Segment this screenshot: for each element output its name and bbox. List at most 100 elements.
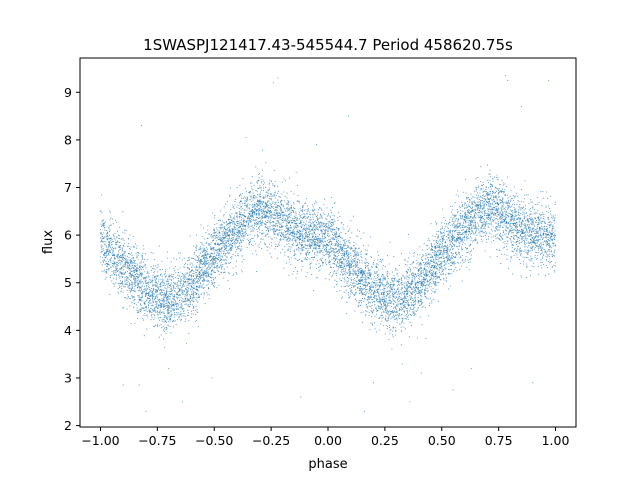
data-point bbox=[160, 294, 162, 296]
data-point bbox=[470, 215, 472, 217]
data-point bbox=[360, 312, 362, 314]
data-point bbox=[452, 248, 454, 250]
data-point bbox=[291, 240, 293, 242]
data-point bbox=[518, 223, 520, 225]
data-point bbox=[545, 259, 548, 261]
data-point bbox=[481, 216, 483, 218]
data-point bbox=[493, 213, 495, 215]
data-point bbox=[527, 215, 529, 217]
data-point bbox=[335, 258, 337, 260]
data-point bbox=[105, 241, 107, 243]
data-point bbox=[112, 218, 114, 220]
data-point bbox=[206, 251, 208, 253]
data-point bbox=[434, 262, 436, 264]
data-point bbox=[480, 238, 482, 240]
data-point bbox=[112, 270, 115, 272]
data-point bbox=[110, 261, 112, 263]
data-point bbox=[492, 218, 494, 220]
data-point bbox=[502, 213, 504, 216]
data-point bbox=[117, 291, 119, 293]
data-point bbox=[525, 238, 527, 240]
data-point bbox=[216, 252, 218, 254]
data-point bbox=[220, 250, 222, 252]
data-point bbox=[405, 318, 407, 320]
data-point bbox=[306, 239, 308, 241]
data-point bbox=[436, 251, 438, 253]
data-point bbox=[407, 261, 409, 263]
data-point bbox=[524, 239, 526, 241]
data-point bbox=[362, 244, 365, 246]
data-point bbox=[506, 221, 508, 223]
data-point bbox=[373, 283, 375, 285]
data-point bbox=[457, 212, 459, 214]
data-point bbox=[258, 177, 260, 179]
data-point bbox=[519, 251, 521, 253]
data-point bbox=[387, 285, 389, 288]
data-point bbox=[545, 274, 547, 277]
data-point bbox=[356, 270, 358, 272]
data-point bbox=[187, 309, 189, 311]
data-point bbox=[154, 297, 157, 299]
data-point bbox=[416, 267, 418, 269]
data-point bbox=[299, 214, 301, 217]
data-point bbox=[490, 228, 492, 230]
data-point bbox=[526, 257, 528, 259]
data-point bbox=[218, 245, 220, 247]
data-point bbox=[507, 240, 509, 242]
data-point bbox=[454, 227, 456, 229]
data-point bbox=[324, 227, 327, 229]
data-point bbox=[425, 289, 427, 292]
data-point bbox=[292, 229, 294, 232]
data-point bbox=[314, 212, 316, 214]
data-point bbox=[276, 215, 278, 217]
data-point bbox=[412, 307, 415, 309]
data-point bbox=[283, 238, 285, 240]
data-point bbox=[134, 259, 136, 261]
data-point bbox=[526, 231, 528, 233]
data-point bbox=[351, 272, 353, 275]
data-point bbox=[382, 306, 384, 308]
data-point bbox=[263, 242, 265, 244]
data-point bbox=[314, 214, 316, 216]
data-point bbox=[401, 319, 404, 321]
data-point bbox=[115, 219, 117, 221]
data-point bbox=[439, 273, 441, 275]
data-point bbox=[153, 276, 155, 278]
data-point bbox=[330, 241, 332, 243]
data-point bbox=[410, 269, 412, 271]
data-point bbox=[191, 283, 193, 285]
data-point bbox=[302, 265, 304, 267]
data-point bbox=[321, 209, 323, 211]
data-point bbox=[320, 208, 322, 210]
data-point bbox=[437, 244, 439, 246]
data-point bbox=[534, 237, 537, 239]
data-point bbox=[221, 230, 223, 233]
data-point bbox=[543, 216, 545, 218]
data-point bbox=[510, 206, 512, 208]
data-point bbox=[451, 256, 453, 259]
data-point bbox=[533, 248, 535, 250]
data-point bbox=[371, 304, 373, 307]
data-point bbox=[134, 288, 136, 290]
data-point bbox=[207, 225, 209, 227]
data-point bbox=[196, 278, 198, 280]
data-point bbox=[366, 311, 368, 313]
data-point bbox=[140, 269, 143, 271]
data-point bbox=[523, 216, 525, 218]
data-point bbox=[449, 235, 451, 237]
data-point bbox=[122, 258, 124, 260]
data-point bbox=[278, 211, 280, 213]
data-point bbox=[216, 287, 218, 289]
data-point bbox=[397, 287, 400, 289]
data-point bbox=[422, 262, 425, 264]
data-point bbox=[357, 306, 359, 308]
data-point bbox=[148, 282, 150, 284]
data-point bbox=[302, 208, 304, 210]
data-point bbox=[405, 285, 407, 287]
data-point bbox=[516, 231, 518, 233]
data-point bbox=[111, 246, 114, 248]
data-point bbox=[433, 253, 435, 255]
data-point bbox=[492, 199, 494, 201]
data-point bbox=[554, 265, 556, 267]
data-point bbox=[187, 314, 189, 317]
